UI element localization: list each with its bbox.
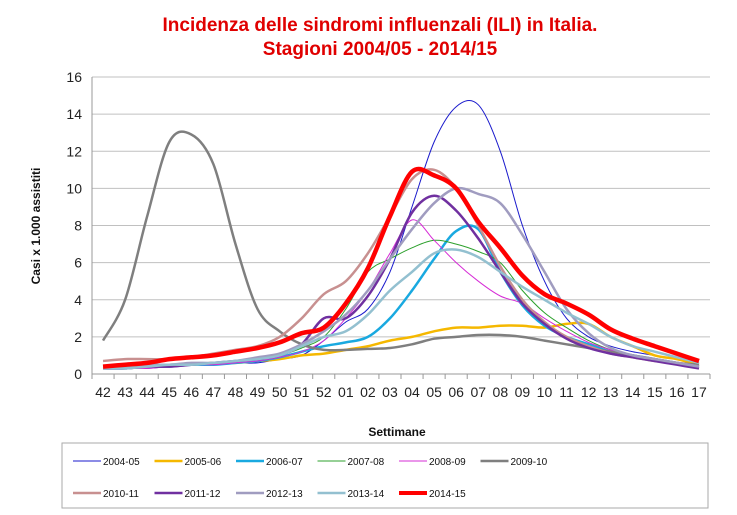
x-tick-label: 15 bbox=[647, 384, 663, 400]
gridlines bbox=[91, 76, 711, 379]
x-tick-label: 01 bbox=[338, 384, 354, 400]
x-tick-label: 11 bbox=[559, 384, 574, 400]
series-line-2013-14 bbox=[103, 248, 700, 370]
legend-label: 2008-09 bbox=[429, 457, 466, 468]
y-tick-labels: 0 2 4 6 8 10 12 14 16 bbox=[66, 69, 82, 382]
x-tick-label: 48 bbox=[228, 384, 244, 400]
x-tick-label: 43 bbox=[117, 384, 133, 400]
x-tick-label: 49 bbox=[250, 384, 266, 400]
y-tick-label: 10 bbox=[66, 180, 82, 196]
legend-label: 2004-05 bbox=[103, 457, 140, 468]
x-tick-label: 42 bbox=[95, 384, 111, 400]
legend-label: 2011-12 bbox=[185, 489, 221, 500]
x-tick-label: 51 bbox=[294, 384, 310, 400]
legend-label: 2012-13 bbox=[266, 489, 303, 500]
x-tick-label: 13 bbox=[603, 384, 619, 400]
y-tick-label: 6 bbox=[74, 255, 82, 271]
y-tick-label: 12 bbox=[66, 143, 82, 159]
x-tick-label: 10 bbox=[537, 384, 553, 400]
chart-title: Incidenza delle sindromi influenzali (IL… bbox=[0, 14, 737, 62]
x-tick-label: 04 bbox=[404, 384, 420, 400]
x-tick-label: 16 bbox=[669, 384, 685, 400]
x-tick-label: 14 bbox=[625, 384, 641, 400]
y-tick-label: 4 bbox=[74, 292, 82, 308]
chart-title-line1: Incidenza delle sindromi influenzali (IL… bbox=[162, 15, 598, 36]
x-tick-label: 17 bbox=[691, 384, 707, 400]
y-tick-label: 14 bbox=[66, 106, 82, 122]
y-tick-label: 0 bbox=[74, 366, 82, 382]
x-tick-label: 06 bbox=[448, 384, 464, 400]
series-line-2014-15 bbox=[102, 166, 700, 369]
y-axis-label: Casi x 1.000 assistiti bbox=[29, 168, 43, 285]
series-lines bbox=[101, 100, 700, 370]
x-tick-label: 52 bbox=[316, 384, 332, 400]
legend-box bbox=[61, 442, 709, 509]
x-tick-label: 05 bbox=[426, 384, 442, 400]
chart-title-line2: Stagioni 2004/05 - 2014/15 bbox=[262, 39, 498, 60]
x-tick-label: 12 bbox=[581, 384, 597, 400]
x-tick-label: 08 bbox=[493, 384, 509, 400]
x-tick-label: 03 bbox=[382, 384, 398, 400]
x-tick-label: 45 bbox=[161, 384, 177, 400]
y-tick-label: 8 bbox=[74, 218, 82, 234]
x-axis-label: Settimane bbox=[368, 425, 426, 439]
legend-label: 2014-15 bbox=[429, 489, 466, 500]
legend-label: 2013-14 bbox=[348, 489, 385, 500]
y-tick-label: 2 bbox=[74, 329, 82, 345]
legend: 2004-05 2005-06 2006-07 2007-08 2008-09 2009-… bbox=[73, 457, 548, 500]
x-tick-label: 46 bbox=[184, 384, 200, 400]
legend-label: 2010-11 bbox=[103, 489, 139, 500]
y-tick-label: 16 bbox=[66, 69, 82, 85]
x-tick-label: 02 bbox=[360, 384, 376, 400]
x-tick-label: 47 bbox=[206, 384, 222, 400]
legend-label: 2007-08 bbox=[348, 457, 385, 468]
x-tick-label: 09 bbox=[515, 384, 531, 400]
x-tick-label: 44 bbox=[139, 384, 155, 400]
x-tick-label: 50 bbox=[272, 384, 288, 400]
legend-label: 2005-06 bbox=[185, 457, 222, 468]
x-tick-labels: 42 43 44 45 46 47 48 49 50 51 52 01 02 03 04 05 06 07 08 09… bbox=[95, 384, 707, 400]
legend-label: 2009-10 bbox=[511, 457, 548, 468]
legend-label: 2006-07 bbox=[266, 457, 303, 468]
x-tick-label: 07 bbox=[470, 384, 486, 400]
